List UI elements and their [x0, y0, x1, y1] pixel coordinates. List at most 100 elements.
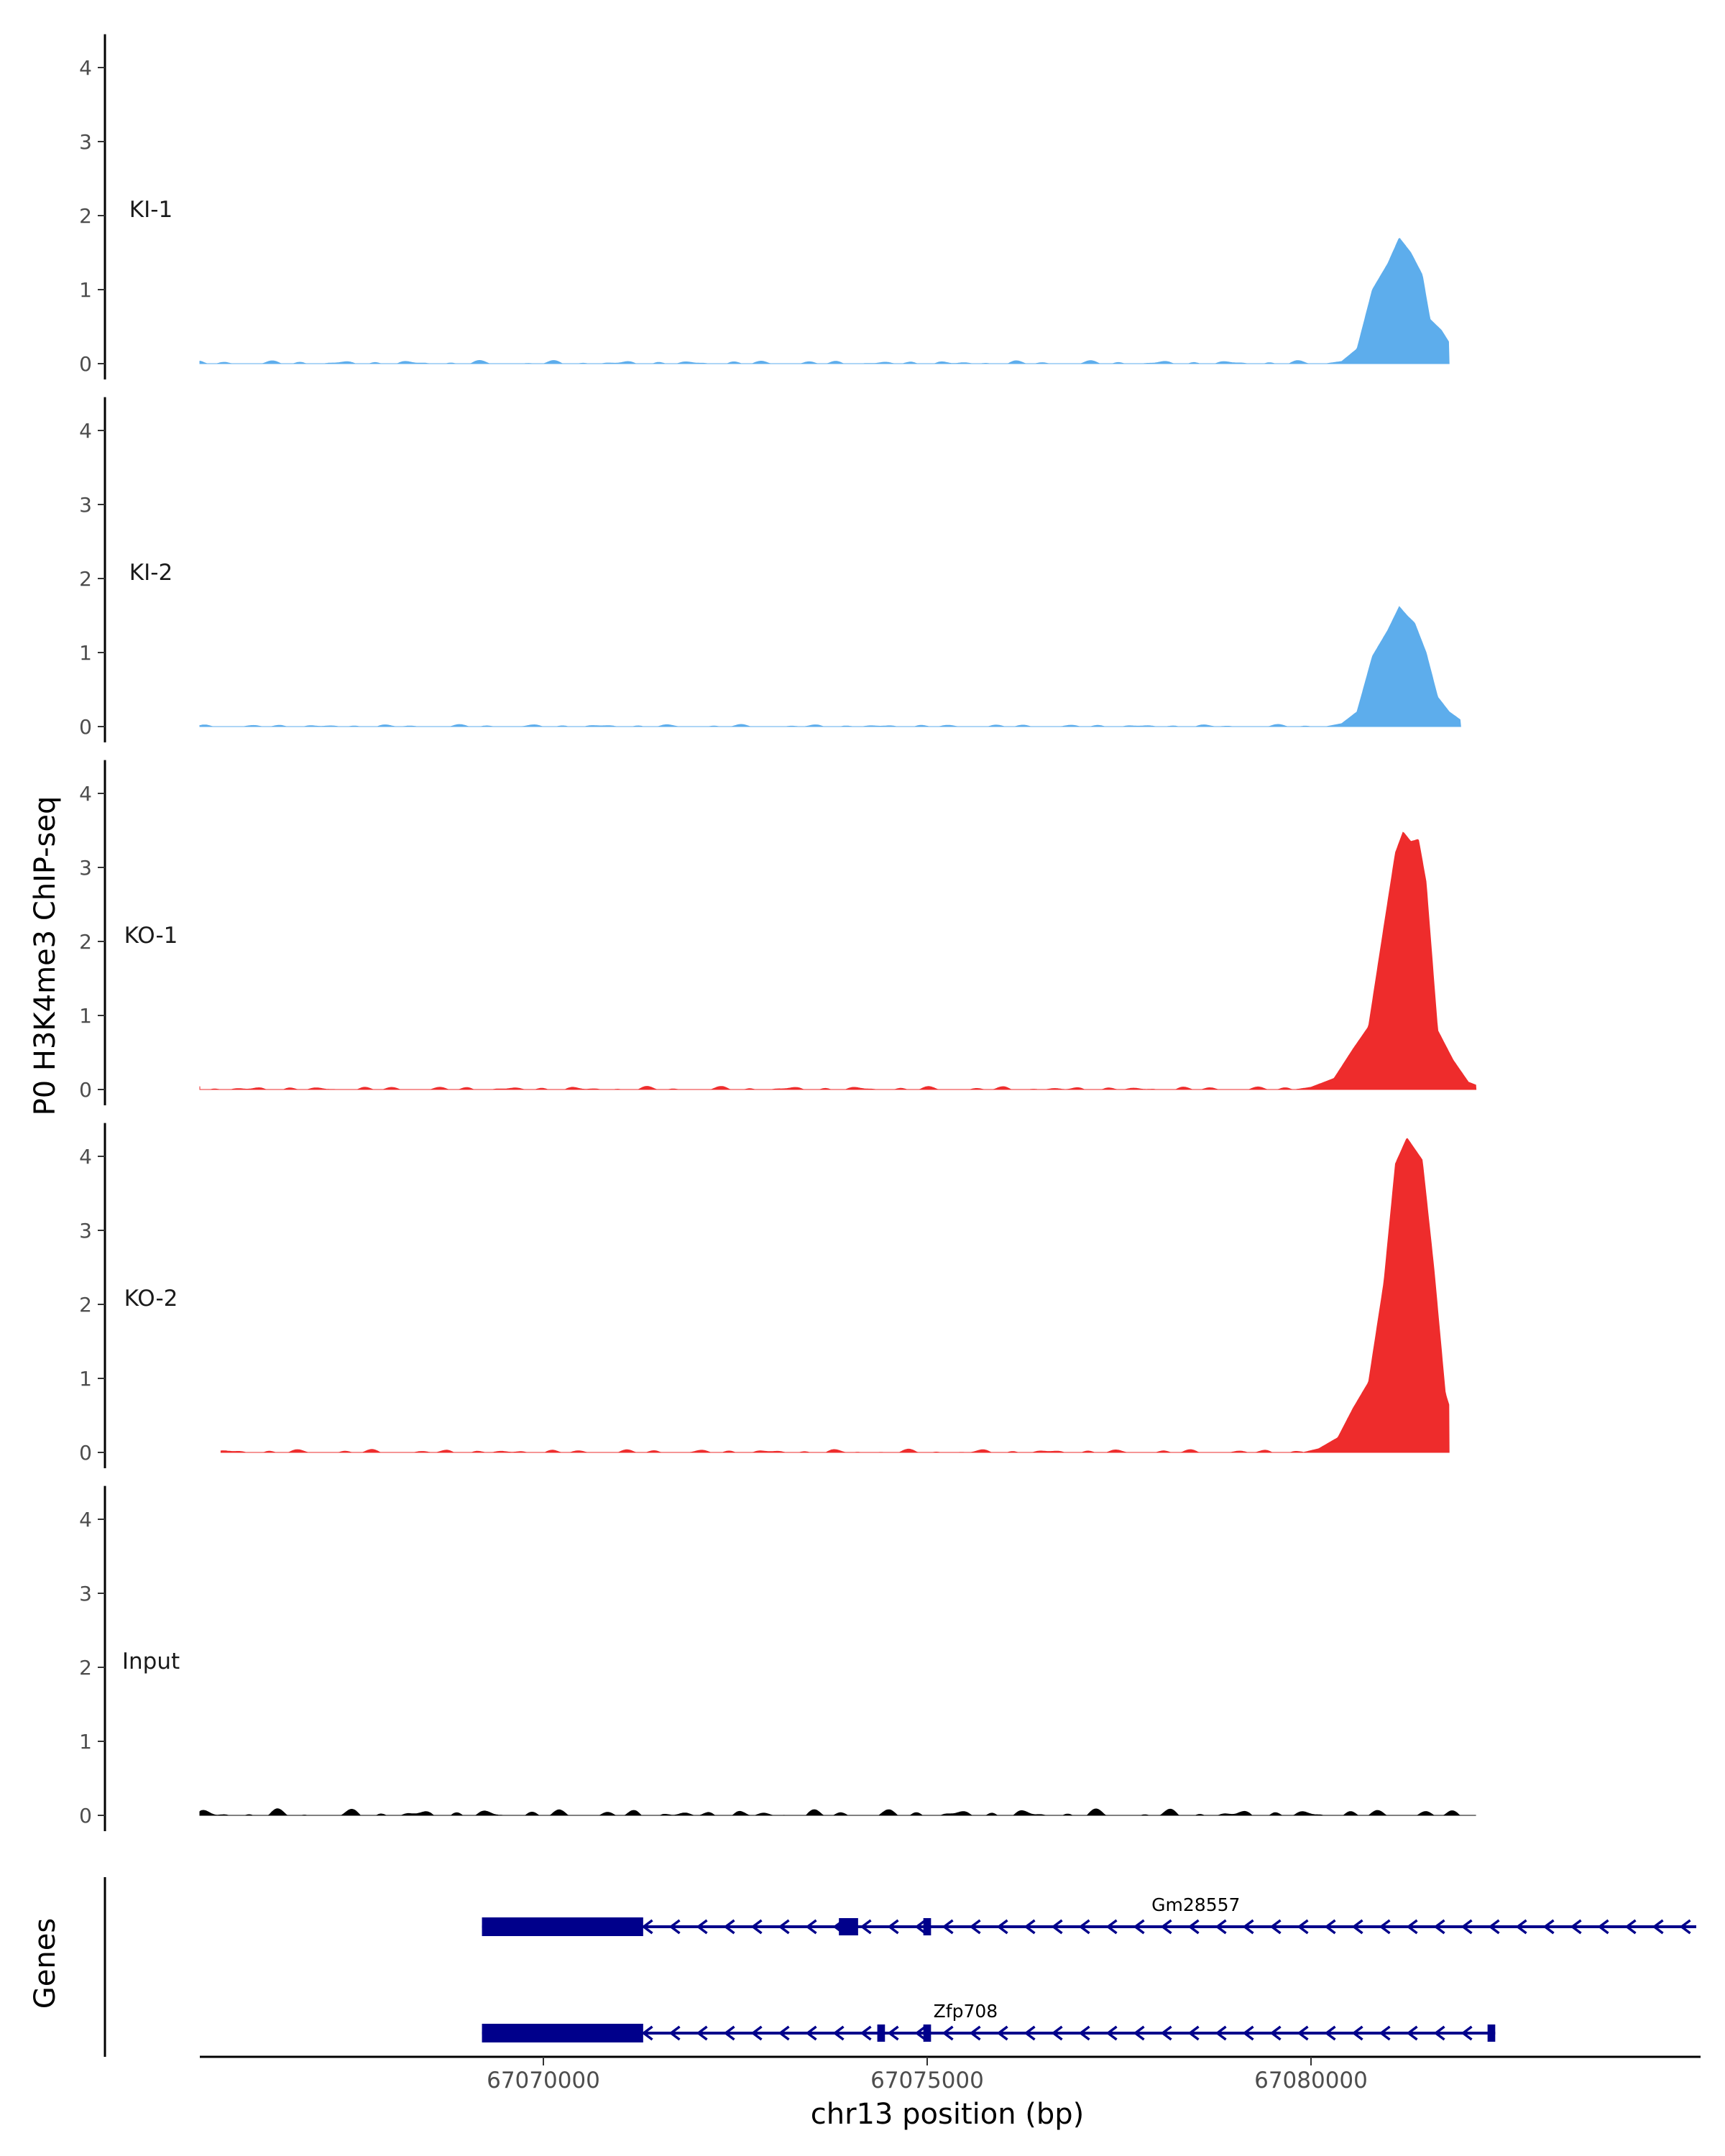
y-tick-label: 2 — [79, 1293, 92, 1317]
strand-arrow — [942, 2025, 954, 2041]
strand-arrow — [1542, 1919, 1555, 1935]
y-tick-label: 2 — [79, 930, 92, 954]
strand-arrow — [1406, 1919, 1418, 1935]
track-panel-ko-1: 0 1 2 3 4 KO-1 — [79, 760, 1477, 1105]
gene-exon — [482, 2024, 643, 2042]
strand-arrow — [641, 1919, 653, 1935]
track-panel-input: 0 1 2 3 4 Input — [79, 1485, 1476, 1831]
strand-arrow — [996, 2025, 1008, 2041]
strand-arrow — [1269, 1919, 1282, 1935]
strand-arrow — [1460, 1919, 1473, 1935]
y-tick-label: 3 — [79, 493, 92, 517]
y-tick-label: 0 — [79, 1804, 92, 1828]
strand-arrow — [1133, 1919, 1145, 1935]
strand-arrow — [1269, 2025, 1282, 2041]
x-tick-label: 67080000 — [1254, 2068, 1368, 2093]
strand-arrow — [1024, 2025, 1036, 2041]
strand-arrow — [1187, 1919, 1200, 1935]
y-tick-label: 0 — [79, 1078, 92, 1102]
y-tick-label: 3 — [79, 1219, 92, 1243]
strand-arrow — [1324, 1919, 1336, 1935]
strand-arrow — [1215, 2025, 1227, 2041]
strand-arrow — [1078, 2025, 1090, 2041]
strand-arrow — [805, 1919, 817, 1935]
strand-arrow — [1105, 1919, 1118, 1935]
strand-arrow — [750, 1919, 763, 1935]
genes-axis-title: Genes — [29, 1918, 62, 2009]
strand-arrow — [1051, 1919, 1063, 1935]
strand-arrow — [996, 1919, 1008, 1935]
x-tick-label: 67075000 — [870, 2068, 984, 2093]
strand-arrow — [1133, 2025, 1145, 2041]
signal-panels: 0 1 2 3 4 KI-1 0 1 2 3 4 KI-2 0 1 2 3 4 KO-1 0 1 2 3 4 KO-2 0 1 2 3… — [79, 34, 1477, 1831]
y-tick-label: 1 — [79, 641, 92, 665]
signal-area — [199, 238, 1450, 364]
gene-exon — [482, 1917, 643, 1936]
strand-arrow — [1160, 1919, 1172, 1935]
genes-panel: Gm28557 Zfp708 — [104, 1877, 1696, 2057]
strand-arrow — [778, 2025, 790, 2041]
strand-arrow — [641, 2025, 653, 2041]
strand-arrow — [1351, 1919, 1363, 1935]
y-tick-label: 2 — [79, 204, 92, 228]
strand-arrow — [914, 1919, 926, 1935]
strand-arrow — [723, 1919, 735, 1935]
strand-arrow — [1406, 2025, 1418, 2041]
x-tick-label: 67070000 — [487, 2068, 600, 2093]
strand-arrow — [1024, 1919, 1036, 1935]
strand-arrow — [1215, 1919, 1227, 1935]
track-panel-ki-1: 0 1 2 3 4 KI-1 — [79, 34, 1450, 379]
strand-arrow — [969, 2025, 981, 2041]
strand-arrow — [668, 1919, 681, 1935]
strand-arrow — [887, 2025, 899, 2041]
strand-arrow — [1433, 1919, 1445, 1935]
y-tick-label: 2 — [79, 567, 92, 591]
strand-arrow — [750, 2025, 763, 2041]
gene-exon — [877, 2024, 886, 2042]
strand-arrow — [696, 1919, 708, 1935]
strand-arrow — [668, 2025, 681, 2041]
strand-arrow — [1078, 1919, 1090, 1935]
strand-arrow — [1570, 1919, 1582, 1935]
strand-arrow — [1324, 2025, 1336, 2041]
y-tick-label: 3 — [79, 1582, 92, 1606]
track-panel-ko-2: 0 1 2 3 4 KO-2 — [79, 1123, 1450, 1468]
strand-arrow — [1652, 1919, 1664, 1935]
strand-arrow — [1679, 1919, 1691, 1935]
strand-arrow — [1597, 1919, 1609, 1935]
strand-arrow — [778, 1919, 790, 1935]
strand-arrow — [860, 2025, 872, 2041]
gene-exon — [1487, 2024, 1496, 2042]
y-tick-label: 2 — [79, 1656, 92, 1680]
strand-arrow — [1488, 1919, 1500, 1935]
gene-zfp708: Zfp708 — [482, 2001, 1496, 2042]
strand-arrow — [1051, 2025, 1063, 2041]
track-label: KI-1 — [129, 197, 172, 223]
signal-area — [199, 1808, 1476, 1816]
x-axis-title: chr13 position (bp) — [811, 2098, 1085, 2131]
strand-arrow — [1433, 2025, 1445, 2041]
strand-arrow — [942, 1919, 954, 1935]
strand-arrow — [832, 2025, 845, 2041]
strand-arrow — [914, 2025, 926, 2041]
strand-arrow — [1460, 2025, 1473, 2041]
gene-gm28557: Gm28557 — [482, 1894, 1696, 1936]
gene-exon — [923, 2024, 932, 2042]
gene-exon — [839, 1918, 858, 1935]
track-label: KI-2 — [129, 560, 172, 586]
strand-arrow — [1160, 2025, 1172, 2041]
strand-arrow — [860, 1919, 872, 1935]
strand-arrow — [969, 1919, 981, 1935]
signal-area — [199, 831, 1477, 1090]
strand-arrow — [1242, 1919, 1254, 1935]
strand-arrow — [1187, 2025, 1200, 2041]
strand-arrow — [1624, 1919, 1637, 1935]
track-label: Input — [122, 1649, 180, 1674]
y-axis-title: P0 H3K4me3 ChIP-seq — [29, 796, 62, 1116]
gene-exon — [923, 1918, 932, 1935]
gene-name-label: Gm28557 — [1151, 1894, 1240, 1915]
gene-name-label: Zfp708 — [934, 2001, 998, 2022]
y-tick-label: 1 — [79, 1367, 92, 1391]
y-tick-label: 1 — [79, 1004, 92, 1028]
y-tick-label: 1 — [79, 1730, 92, 1754]
